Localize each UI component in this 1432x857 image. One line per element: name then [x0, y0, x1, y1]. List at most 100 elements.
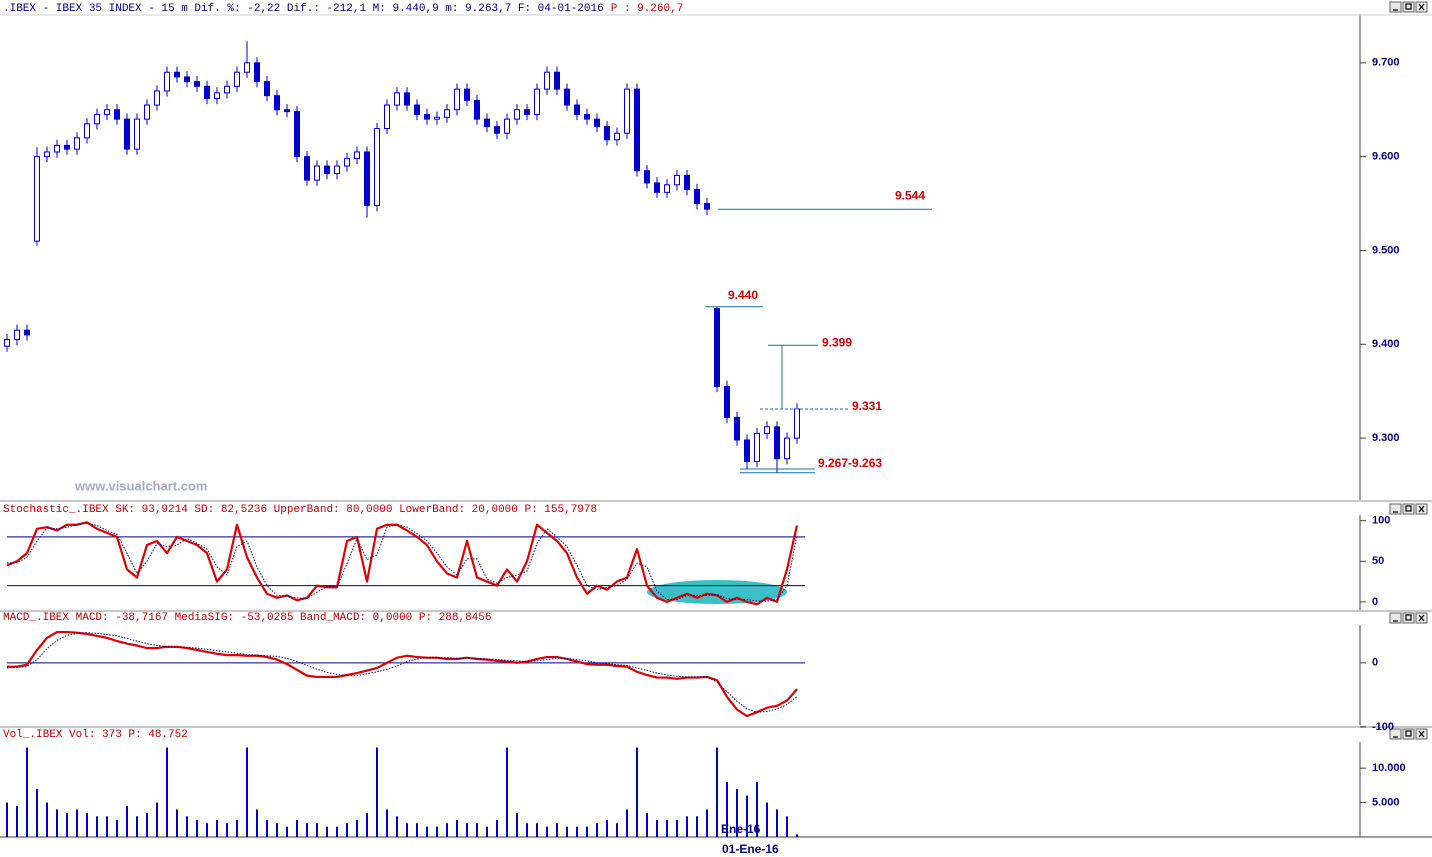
candle-body	[434, 116, 440, 120]
volume-bar	[716, 747, 718, 837]
minimize-button[interactable]	[1389, 612, 1402, 624]
volume-bar	[106, 816, 108, 837]
watermark: www.visualchart.com	[74, 478, 207, 493]
y-tick-label: 9.500	[1372, 244, 1400, 256]
candle-body	[244, 62, 250, 73]
volume-bar	[286, 826, 288, 837]
volume-bar	[186, 816, 188, 837]
volume-bar	[136, 816, 138, 837]
volume-bar	[776, 809, 778, 837]
candle-body	[414, 104, 420, 115]
maximize-button[interactable]	[1402, 503, 1415, 515]
candle-body	[594, 118, 600, 128]
panel-title: Stochastic_.IBEX SK: 93,9214 SD: 82,5236…	[3, 504, 597, 516]
y-tick-label: 9.600	[1372, 151, 1400, 163]
volume-bar	[466, 823, 468, 837]
candle-body	[774, 426, 780, 460]
candle-body	[624, 88, 630, 134]
volume-bar	[456, 819, 458, 837]
candle-body	[54, 144, 60, 153]
y-tick-label: 9.400	[1372, 338, 1400, 350]
candle-body	[184, 76, 190, 83]
window-icons	[1393, 3, 1425, 738]
panel-title: .IBEX - IBEX 35 INDEX - 15 m Dif. %: -2,…	[3, 3, 604, 15]
candle-body	[154, 90, 160, 106]
x-label: Ene-16	[721, 822, 761, 836]
candle-body	[404, 92, 410, 106]
candle-body	[794, 408, 800, 439]
volume-bar	[426, 826, 428, 837]
volume-bar	[676, 819, 678, 837]
candle-body	[394, 92, 400, 106]
candle-body	[424, 113, 430, 120]
y-tick-label: 9.300	[1372, 432, 1400, 444]
volume-bar	[86, 812, 88, 837]
candle-body	[444, 109, 450, 118]
series-line	[6, 632, 798, 713]
candle-body	[744, 439, 750, 463]
candle-body	[454, 88, 460, 111]
maximize-button[interactable]	[1402, 728, 1415, 740]
candle-body	[124, 118, 130, 150]
volume-bar	[626, 809, 628, 837]
volume-bar	[316, 823, 318, 837]
candle-body	[314, 165, 320, 181]
candle-body	[374, 128, 380, 206]
volume-bar	[586, 826, 588, 837]
y-tick-label: 10.000	[1372, 762, 1406, 774]
y-tick-label: 9.700	[1372, 57, 1400, 69]
volume-bar	[696, 816, 698, 837]
candle-body	[504, 118, 510, 134]
candle-body	[84, 123, 90, 139]
candle-body	[34, 156, 40, 242]
candle-body	[764, 426, 770, 434]
volume-bar	[756, 781, 758, 837]
candle-body	[304, 156, 310, 181]
volume-bar	[386, 809, 388, 837]
volume-bar	[416, 823, 418, 837]
volume-bar	[346, 823, 348, 837]
candle-body	[354, 151, 360, 160]
candle-body	[14, 329, 20, 341]
candle-body	[544, 71, 550, 90]
volume-bar	[6, 802, 8, 837]
candle-body	[204, 85, 210, 99]
candle-body	[584, 113, 590, 120]
volume-bar	[206, 823, 208, 837]
volume-bar	[306, 823, 308, 837]
volume-bar	[236, 819, 238, 837]
candle-body	[104, 109, 110, 115]
volume-bar	[576, 826, 578, 837]
volume-bar	[746, 795, 748, 837]
candle-body	[554, 71, 560, 90]
candle-body	[524, 109, 530, 115]
volume-bar	[156, 802, 158, 837]
minimize-button[interactable]	[1389, 1, 1402, 13]
minimize-button[interactable]	[1389, 503, 1402, 515]
y-tick-label: 0	[1372, 596, 1378, 608]
candle-body	[694, 188, 700, 205]
annotation-label: 9.440	[728, 288, 758, 302]
minimize-button[interactable]	[1389, 728, 1402, 740]
volume-bar	[566, 826, 568, 837]
candle-body	[754, 432, 760, 463]
maximize-button[interactable]	[1402, 1, 1415, 13]
panel-title: MACD_.IBEX MACD: -38,7167 MediaSIG: -53,…	[3, 612, 491, 624]
candle-body	[194, 81, 200, 87]
candle-body	[384, 104, 390, 130]
date-label: 01-Ene-16	[722, 842, 779, 856]
candle-body	[664, 184, 670, 193]
volume-bar	[26, 747, 28, 837]
volume-bar	[336, 826, 338, 837]
volume-bar	[46, 802, 48, 837]
volume-bar	[446, 823, 448, 837]
maximize-button[interactable]	[1402, 612, 1415, 624]
candle-body	[284, 109, 290, 113]
volume-bar	[536, 823, 538, 837]
y-tick-label: -100	[1372, 721, 1394, 733]
volume-bar	[366, 812, 368, 837]
candle-body	[494, 126, 500, 134]
candle-body	[644, 170, 650, 184]
